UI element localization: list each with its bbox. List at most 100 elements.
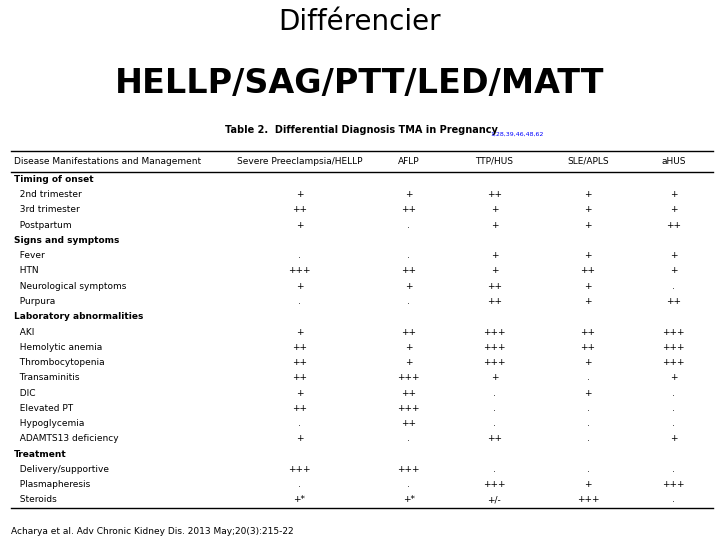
Text: .: . bbox=[408, 221, 410, 230]
Text: +: + bbox=[490, 221, 498, 230]
Text: ++: ++ bbox=[292, 373, 307, 382]
Text: .: . bbox=[672, 496, 675, 504]
Text: +: + bbox=[670, 251, 678, 260]
Text: Neurological symptoms: Neurological symptoms bbox=[14, 282, 126, 291]
Text: +++: +++ bbox=[397, 404, 420, 413]
Text: Disease Manifestations and Management: Disease Manifestations and Management bbox=[14, 157, 201, 166]
Text: Hemolytic anemia: Hemolytic anemia bbox=[14, 343, 102, 352]
Text: ++: ++ bbox=[292, 343, 307, 352]
Text: Treatment: Treatment bbox=[14, 450, 66, 458]
Text: Transaminitis: Transaminitis bbox=[14, 373, 79, 382]
Text: Laboratory abnormalities: Laboratory abnormalities bbox=[14, 312, 143, 321]
Text: .: . bbox=[408, 297, 410, 306]
Text: +: + bbox=[584, 251, 592, 260]
Text: AFLP: AFLP bbox=[397, 157, 420, 166]
Text: ++: ++ bbox=[580, 328, 595, 336]
Text: +++: +++ bbox=[483, 480, 505, 489]
Text: HTN: HTN bbox=[14, 266, 38, 275]
Text: +: + bbox=[584, 297, 592, 306]
Text: +: + bbox=[405, 343, 413, 352]
Text: Plasmapheresis: Plasmapheresis bbox=[14, 480, 90, 489]
Text: +: + bbox=[490, 251, 498, 260]
Text: ++: ++ bbox=[401, 328, 416, 336]
Text: +*: +* bbox=[402, 496, 415, 504]
Text: Table 2.  Differential Diagnosis TMA in Pregnancy: Table 2. Differential Diagnosis TMA in P… bbox=[225, 125, 498, 135]
Text: +++: +++ bbox=[662, 480, 685, 489]
Text: .: . bbox=[493, 419, 496, 428]
Text: ++: ++ bbox=[292, 404, 307, 413]
Text: Steroids: Steroids bbox=[14, 496, 56, 504]
Text: +: + bbox=[584, 358, 592, 367]
Text: aHUS: aHUS bbox=[662, 157, 686, 166]
Text: +++: +++ bbox=[397, 465, 420, 474]
Text: Hypoglycemia: Hypoglycemia bbox=[14, 419, 84, 428]
Text: .: . bbox=[408, 434, 410, 443]
Text: Postpartum: Postpartum bbox=[14, 221, 71, 230]
Text: HELLP/SAG/PTT/LED/MATT: HELLP/SAG/PTT/LED/MATT bbox=[115, 68, 605, 100]
Text: .: . bbox=[298, 251, 301, 260]
Text: ++: ++ bbox=[401, 419, 416, 428]
Text: .: . bbox=[587, 404, 590, 413]
Text: Timing of onset: Timing of onset bbox=[14, 175, 94, 184]
Text: +++: +++ bbox=[483, 343, 505, 352]
Text: +: + bbox=[584, 190, 592, 199]
Text: +: + bbox=[584, 389, 592, 397]
Text: ++: ++ bbox=[487, 282, 502, 291]
Text: +/-: +/- bbox=[487, 496, 501, 504]
Text: +++: +++ bbox=[483, 358, 505, 367]
Text: +: + bbox=[670, 190, 678, 199]
Text: .: . bbox=[587, 373, 590, 382]
Text: TTP/HUS: TTP/HUS bbox=[475, 157, 513, 166]
Text: +++: +++ bbox=[662, 358, 685, 367]
Text: +++: +++ bbox=[662, 328, 685, 336]
Text: .: . bbox=[672, 389, 675, 397]
Text: Severe Preeclampsia/HELLP: Severe Preeclampsia/HELLP bbox=[237, 157, 362, 166]
Text: +: + bbox=[490, 266, 498, 275]
Text: ++: ++ bbox=[401, 266, 416, 275]
Text: AKI: AKI bbox=[14, 328, 34, 336]
Text: .: . bbox=[672, 419, 675, 428]
Text: .: . bbox=[493, 389, 496, 397]
Text: +: + bbox=[584, 480, 592, 489]
Text: +: + bbox=[296, 434, 303, 443]
Text: +: + bbox=[296, 389, 303, 397]
Text: 1,28,39,46,48,62: 1,28,39,46,48,62 bbox=[490, 132, 544, 137]
Text: .: . bbox=[672, 282, 675, 291]
Text: .: . bbox=[298, 419, 301, 428]
Text: ++: ++ bbox=[292, 205, 307, 214]
Text: ++: ++ bbox=[487, 434, 502, 443]
Text: .: . bbox=[587, 419, 590, 428]
Text: +++: +++ bbox=[288, 465, 310, 474]
Text: +++: +++ bbox=[397, 373, 420, 382]
Text: +: + bbox=[490, 373, 498, 382]
Text: .: . bbox=[672, 465, 675, 474]
Text: ++: ++ bbox=[401, 389, 416, 397]
Text: +: + bbox=[670, 266, 678, 275]
Text: DIC: DIC bbox=[14, 389, 35, 397]
Text: ++: ++ bbox=[487, 190, 502, 199]
Text: ++: ++ bbox=[487, 297, 502, 306]
Text: +: + bbox=[584, 205, 592, 214]
Text: ++: ++ bbox=[401, 205, 416, 214]
Text: +++: +++ bbox=[288, 266, 310, 275]
Text: +: + bbox=[405, 358, 413, 367]
Text: Thrombocytopenia: Thrombocytopenia bbox=[14, 358, 104, 367]
Text: +: + bbox=[405, 190, 413, 199]
Text: +: + bbox=[584, 221, 592, 230]
Text: Acharya et al. Adv Chronic Kidney Dis. 2013 May;20(3):215-22: Acharya et al. Adv Chronic Kidney Dis. 2… bbox=[11, 526, 294, 536]
Text: Différencier: Différencier bbox=[279, 8, 441, 36]
Text: Elevated PT: Elevated PT bbox=[14, 404, 73, 413]
Text: .: . bbox=[493, 404, 496, 413]
Text: 3rd trimester: 3rd trimester bbox=[14, 205, 79, 214]
Text: +: + bbox=[490, 205, 498, 214]
Text: .: . bbox=[672, 404, 675, 413]
Text: 2nd trimester: 2nd trimester bbox=[14, 190, 81, 199]
Text: .: . bbox=[298, 480, 301, 489]
Text: +: + bbox=[296, 282, 303, 291]
Text: ++: ++ bbox=[580, 343, 595, 352]
Text: ++: ++ bbox=[580, 266, 595, 275]
Text: +++: +++ bbox=[577, 496, 599, 504]
Text: .: . bbox=[587, 434, 590, 443]
Text: .: . bbox=[408, 480, 410, 489]
Text: +++: +++ bbox=[483, 328, 505, 336]
